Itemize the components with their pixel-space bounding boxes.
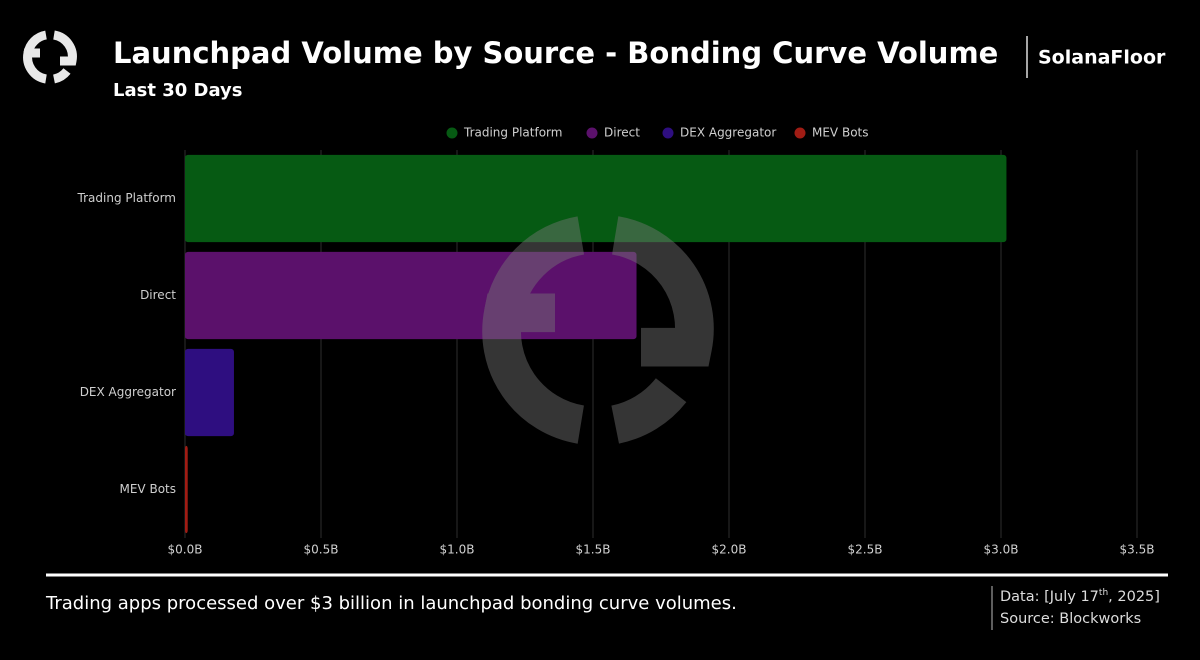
footer-date: Data: [July 17th, 2025]: [1000, 588, 1160, 606]
legend-label: Trading Platform: [463, 126, 562, 140]
x-tick-label: $3.5B: [1120, 543, 1155, 557]
x-tick-label: $2.0B: [712, 543, 747, 557]
legend-label: MEV Bots: [812, 126, 869, 140]
legend-label: DEX Aggregator: [680, 126, 776, 140]
y-tick-label: MEV Bots: [120, 482, 177, 496]
bar: [185, 154, 1007, 243]
legend-swatch: [446, 127, 458, 139]
chart-subtitle: Last 30 Days: [113, 80, 243, 101]
y-tick-label: Direct: [140, 288, 176, 302]
x-tick-label: $2.5B: [848, 543, 883, 557]
chart-title: Launchpad Volume by Source - Bonding Cur…: [113, 36, 998, 70]
footer-note: Trading apps processed over $3 billion i…: [45, 593, 737, 614]
legend-label: Direct: [604, 126, 640, 140]
x-tick-label: $0.0B: [168, 543, 203, 557]
date-text: Data: [July 17: [1000, 589, 1099, 605]
x-tick-label: $3.0B: [984, 543, 1019, 557]
legend-swatch: [586, 127, 598, 139]
date-text: , 2025]: [1108, 589, 1160, 605]
bar: [185, 348, 234, 437]
y-tick-label: Trading Platform: [77, 191, 176, 205]
date-sup: th: [1099, 588, 1108, 598]
x-tick-label: $0.5B: [304, 543, 339, 557]
x-tick-label: $1.5B: [576, 543, 611, 557]
legend-swatch: [662, 127, 674, 139]
bar: [185, 445, 188, 534]
y-tick-label: DEX Aggregator: [80, 385, 176, 399]
legend-swatch: [794, 127, 806, 139]
bar: [185, 251, 637, 340]
x-tick-label: $1.0B: [440, 543, 475, 557]
footer-source: Source: Blockworks: [1000, 611, 1141, 627]
brand: SolanaFloor: [1038, 47, 1166, 69]
